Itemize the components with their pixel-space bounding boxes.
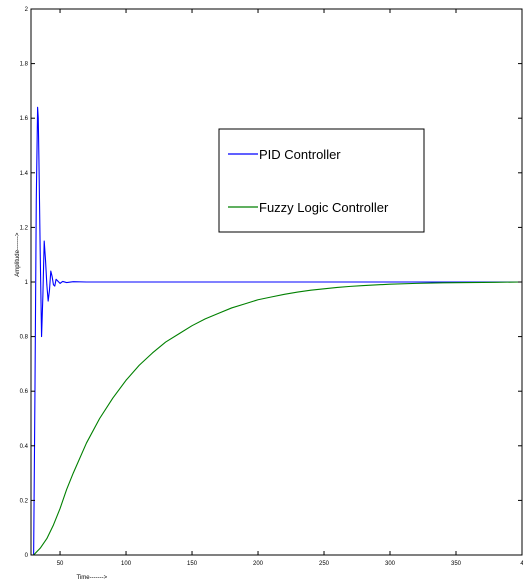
x-tick-label: 4 xyxy=(520,561,523,567)
x-tick-label: 150 xyxy=(187,561,198,567)
x-tick-label: 50 xyxy=(57,561,64,567)
x-tick-label: 300 xyxy=(385,561,396,567)
x-tick-label: 350 xyxy=(451,561,462,567)
y-tick-label: 2 xyxy=(25,7,29,13)
legend-label-fuzzy-logic-controller: Fuzzy Logic Controller xyxy=(259,200,389,215)
y-tick-label: 0 xyxy=(25,553,29,559)
y-tick-label: 0.6 xyxy=(20,389,29,395)
y-tick-label: 1.2 xyxy=(20,225,29,231)
y-tick-label: 0.2 xyxy=(20,498,29,504)
x-tick-label: 250 xyxy=(319,561,330,567)
series-line-fuzzy-logic-controller xyxy=(31,281,523,556)
y-tick-label: 0.8 xyxy=(20,335,29,341)
series-line-pid-controller xyxy=(31,106,522,556)
x-axis-label: Time-------> xyxy=(77,575,108,581)
ticks-layer: 50 100 150 200 250 300 350 4 0 0.2 0.4 0.6 0.8 1 1.2 1.… xyxy=(20,7,523,567)
y-axis-label: Amplitude-------> xyxy=(15,232,21,277)
y-tick-label: 1 xyxy=(25,280,29,286)
x-tick-label: 200 xyxy=(253,561,264,567)
legend-box xyxy=(218,128,425,233)
series-layer xyxy=(31,106,523,556)
x-tick-label: 100 xyxy=(121,561,132,567)
y-tick-label: 1.6 xyxy=(20,116,29,122)
legend-label-pid-controller: PID Controller xyxy=(259,147,341,162)
y-tick-label: 0.4 xyxy=(20,444,29,450)
y-tick-label: 1.4 xyxy=(20,171,29,177)
legend: PID Controller Fuzzy Logic Controller xyxy=(218,128,425,233)
y-tick-label: 1.8 xyxy=(20,62,29,68)
